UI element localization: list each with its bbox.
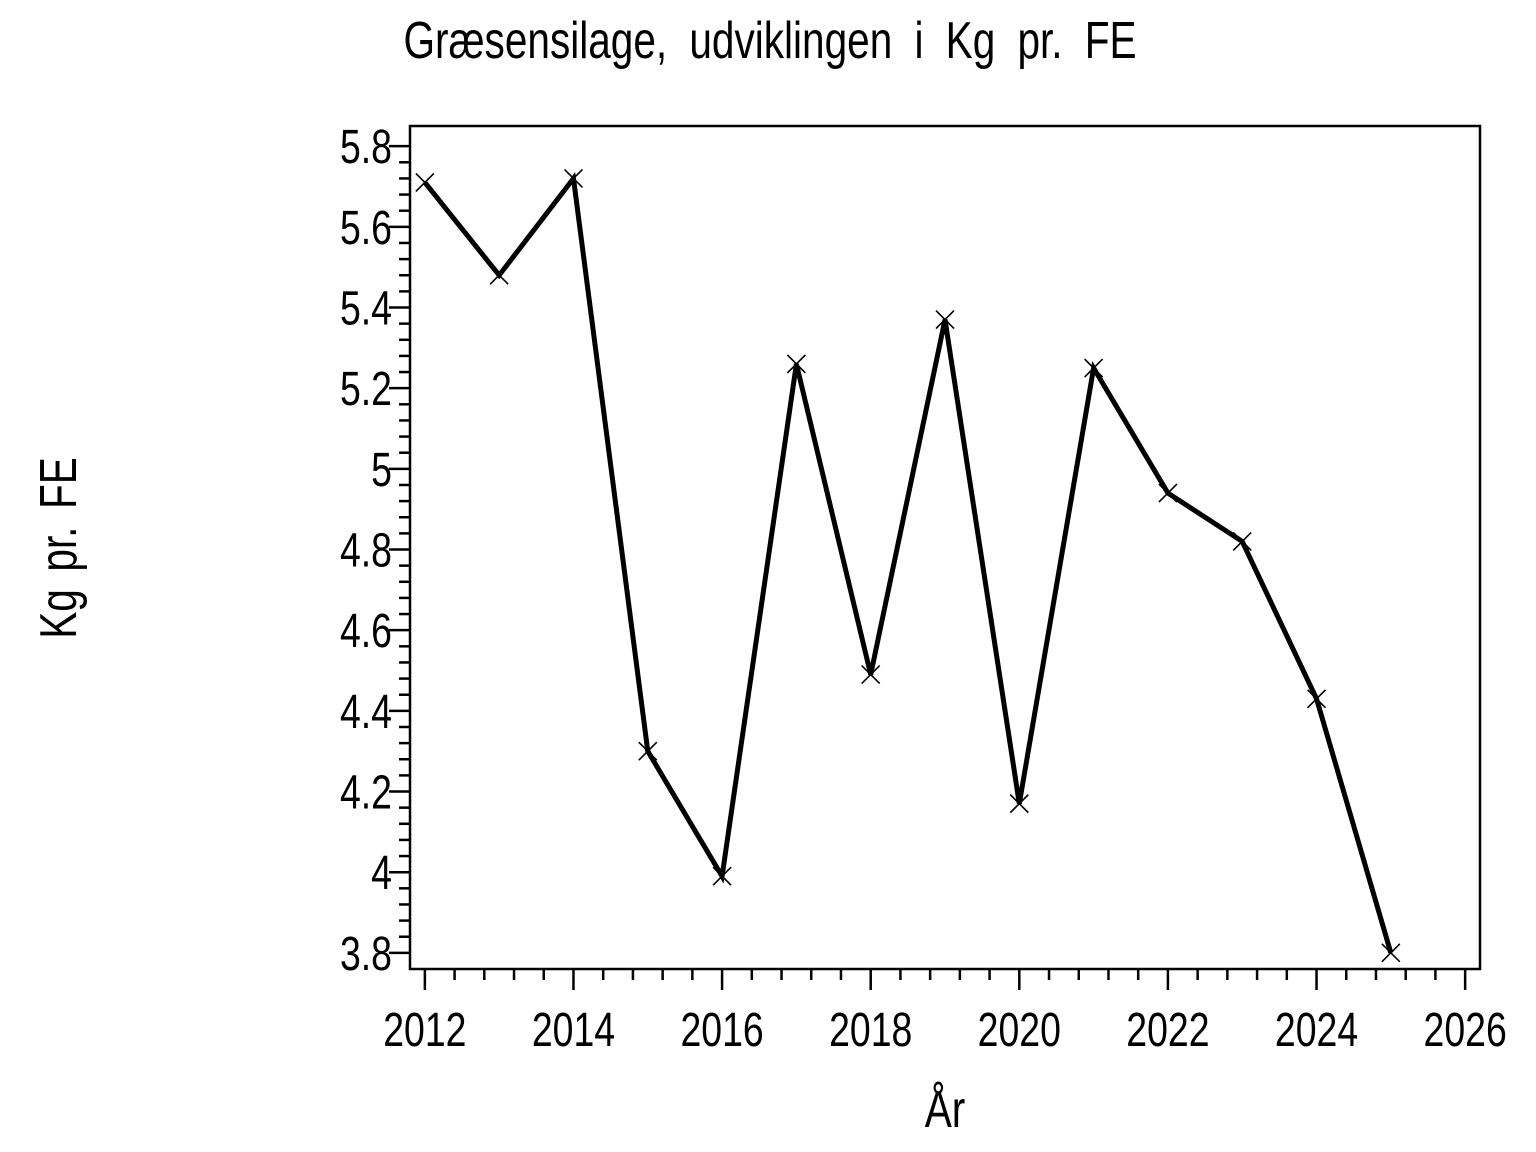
x-marker bbox=[1084, 358, 1104, 378]
x-marker bbox=[712, 866, 732, 886]
x-marker bbox=[563, 168, 584, 189]
x-tick-label: 2024 bbox=[1275, 1004, 1358, 1058]
y-tick-label: 5 bbox=[371, 443, 392, 497]
x-marker bbox=[1381, 943, 1401, 963]
y-tick-label: 4.8 bbox=[340, 524, 392, 578]
x-marker bbox=[489, 265, 509, 285]
x-tick-label: 2014 bbox=[532, 1004, 615, 1058]
y-tick-label: 5.2 bbox=[340, 363, 392, 417]
chart-title: Græsensilage, udviklingen i Kg pr. FE bbox=[403, 11, 1136, 69]
data-series bbox=[415, 168, 1401, 963]
y-tick-label: 4.2 bbox=[340, 766, 392, 820]
x-marker bbox=[415, 172, 435, 193]
x-marker bbox=[935, 310, 955, 330]
axis-ticks bbox=[389, 144, 1467, 990]
y-tick-label: 5.8 bbox=[340, 121, 392, 175]
x-marker bbox=[1009, 794, 1029, 814]
x-marker bbox=[1306, 689, 1327, 709]
y-tick-label: 4 bbox=[371, 847, 392, 901]
y-axis-label: Kg pr. FE bbox=[29, 457, 87, 639]
x-tick-label: 2022 bbox=[1126, 1004, 1209, 1058]
x-marker bbox=[1158, 483, 1178, 503]
x-tick-label: 2018 bbox=[829, 1004, 912, 1058]
x-marker bbox=[861, 664, 881, 685]
plot-frame bbox=[408, 124, 1482, 971]
x-tick-label: 2012 bbox=[383, 1004, 466, 1058]
data-line bbox=[422, 172, 1394, 954]
x-marker bbox=[1232, 531, 1252, 552]
x-marker bbox=[638, 741, 658, 761]
x-marker bbox=[786, 354, 806, 374]
x-tick-label: 2020 bbox=[978, 1004, 1061, 1058]
x-tick-label: 2026 bbox=[1424, 1004, 1507, 1058]
data-point-markers bbox=[415, 168, 1401, 963]
y-tick-label: 4.6 bbox=[340, 605, 392, 659]
y-tick-label: 3.8 bbox=[340, 927, 392, 981]
axis-tick-labels: 2012 2014 2016 2018 2020 2022 2024 2026 3.8 4 4.2 4… bbox=[340, 121, 1507, 1057]
y-tick-label: 5.4 bbox=[340, 282, 392, 336]
y-tick-label: 4.4 bbox=[340, 685, 392, 739]
y-tick-label: 5.6 bbox=[340, 201, 392, 255]
x-axis-label: År bbox=[925, 1080, 966, 1138]
x-tick-label: 2016 bbox=[680, 1004, 763, 1058]
